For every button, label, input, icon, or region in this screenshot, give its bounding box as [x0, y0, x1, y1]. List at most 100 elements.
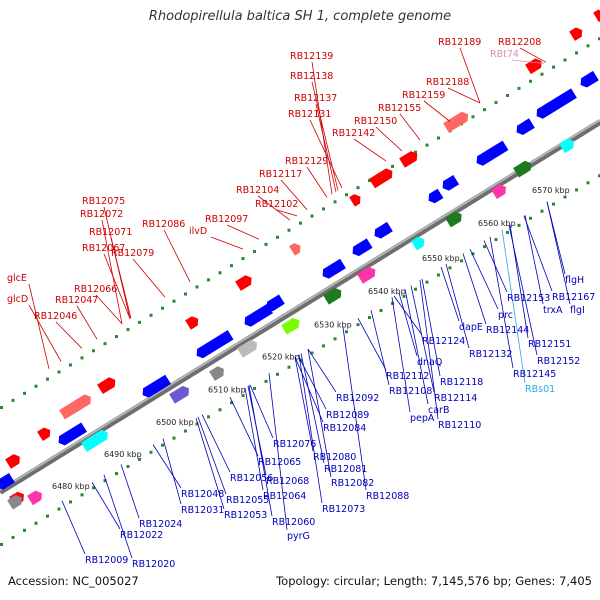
leader-line — [546, 201, 571, 305]
tick-dots-top — [0, 37, 600, 409]
kbp-tick-label: 6480 kbp — [52, 482, 90, 491]
leader-line — [423, 100, 451, 122]
forward-gene-arrow — [185, 316, 199, 330]
tick-dot — [540, 209, 544, 213]
top-gene-label: RB12137 — [294, 93, 337, 104]
leader-line — [353, 138, 387, 162]
top-gene-label: RB12104 — [236, 185, 279, 196]
bottom-gene-label: trxA — [543, 305, 563, 316]
top-gene-label: RB12189 — [438, 37, 481, 48]
top-gene-label: RB12208 — [498, 37, 541, 48]
tick-dot — [0, 406, 3, 409]
top-gene-label: RB12097 — [205, 214, 248, 225]
reverse-gene-arrow — [352, 238, 373, 257]
top-gene-label: RB12138 — [290, 71, 333, 82]
leader-line — [280, 179, 308, 210]
leader-line — [398, 292, 418, 357]
tick-dot — [333, 200, 337, 204]
tick-dot — [529, 216, 532, 220]
genome-backbone-highlight — [0, 119, 600, 491]
tick-dot — [138, 457, 141, 461]
bottom-gene-label: RB12108 — [389, 386, 432, 397]
top-gene-label: RB12072 — [80, 209, 123, 220]
leader-line — [440, 266, 460, 322]
leader-line — [410, 285, 435, 393]
bottom-gene-label: RB12064 — [263, 491, 306, 502]
reverse-gene-arrow — [476, 140, 509, 166]
kbp-tick-label: 6530 kbp — [314, 320, 352, 329]
bottom-gene-label: RB12084 — [323, 423, 366, 434]
leader-line — [294, 356, 324, 423]
leader-line — [28, 304, 62, 362]
tick-dot — [23, 528, 26, 532]
leader-line — [459, 47, 481, 104]
reverse-gene-arrow — [142, 374, 171, 398]
leader-line — [95, 294, 123, 325]
tick-dot — [23, 391, 26, 395]
leader-line — [61, 500, 86, 555]
top-gene-label: RB12075 — [82, 196, 125, 207]
top-gene-label: RB12047 — [55, 295, 98, 306]
bottom-gene-label: RB12110 — [438, 420, 481, 431]
tick-dot — [287, 228, 291, 232]
reverse-gene-arrow — [536, 88, 577, 119]
tick-dot — [425, 143, 429, 147]
tick-dot — [368, 179, 371, 183]
reverse-gene-arrow — [580, 70, 599, 88]
bottom-gene-label: RB12092 — [336, 393, 379, 404]
leader-line — [309, 119, 343, 189]
forward-gene-arrow — [37, 427, 51, 441]
tick-dot — [506, 93, 509, 97]
leader-line — [419, 279, 439, 420]
leader-line — [197, 416, 227, 495]
leader-line — [370, 310, 390, 386]
bottom-gene-label: prc — [498, 310, 513, 321]
bottom-gene-label: RB12022 — [120, 530, 163, 541]
tick-dot — [322, 207, 325, 211]
tick-dot — [172, 436, 176, 440]
forward-gene-arrow — [569, 27, 583, 41]
top-gene-label: RB12188 — [426, 77, 469, 88]
tick-dot — [80, 356, 84, 360]
tick-dot — [115, 335, 118, 339]
tick-dot — [253, 386, 256, 390]
kbp-tick-label: 6570 kbp — [532, 186, 570, 195]
leader-line — [501, 229, 526, 384]
tick-dot — [529, 79, 532, 83]
bottom-gene-label: RB12118 — [440, 377, 483, 388]
tick-dot — [494, 238, 498, 242]
leader-line — [511, 59, 545, 64]
leader-line — [120, 464, 140, 519]
leader-line — [103, 474, 133, 559]
leader-line — [226, 224, 260, 240]
gene-block — [169, 385, 189, 404]
leader-line — [28, 283, 50, 369]
bottom-gene-label: RB12114 — [434, 393, 477, 404]
forward-gene-arrow — [443, 111, 469, 133]
leader-line — [404, 289, 429, 405]
top-gene-label: RB12066 — [74, 284, 117, 295]
top-gene-label: RB12142 — [332, 128, 375, 139]
tick-dot — [483, 108, 486, 112]
tick-dot — [402, 294, 406, 298]
bottom-gene-label: RB12065 — [258, 457, 301, 468]
tick-dot — [241, 257, 245, 261]
tick-dot — [218, 271, 222, 275]
map-title: Rhodopirellula baltica SH 1, complete ge… — [148, 9, 452, 24]
tick-dot — [69, 500, 72, 504]
reverse-gene-arrow — [428, 188, 444, 204]
reverse-gene-arrow — [0, 473, 15, 490]
gene-block — [7, 494, 22, 510]
bottom-gene-label: RB12080 — [313, 452, 356, 463]
tick-dot — [563, 195, 567, 199]
leader-line — [257, 195, 291, 221]
tick-dot — [586, 44, 590, 48]
tick-dot — [414, 287, 417, 291]
bottom-gene-label: RB12152 — [537, 356, 580, 367]
forward-gene-arrow — [59, 394, 91, 420]
tick-dot — [34, 521, 38, 525]
bottom-gene-label: RB12167 — [552, 292, 595, 303]
tick-dot — [598, 37, 600, 41]
bottom-gene-label: RB12060 — [272, 517, 315, 528]
